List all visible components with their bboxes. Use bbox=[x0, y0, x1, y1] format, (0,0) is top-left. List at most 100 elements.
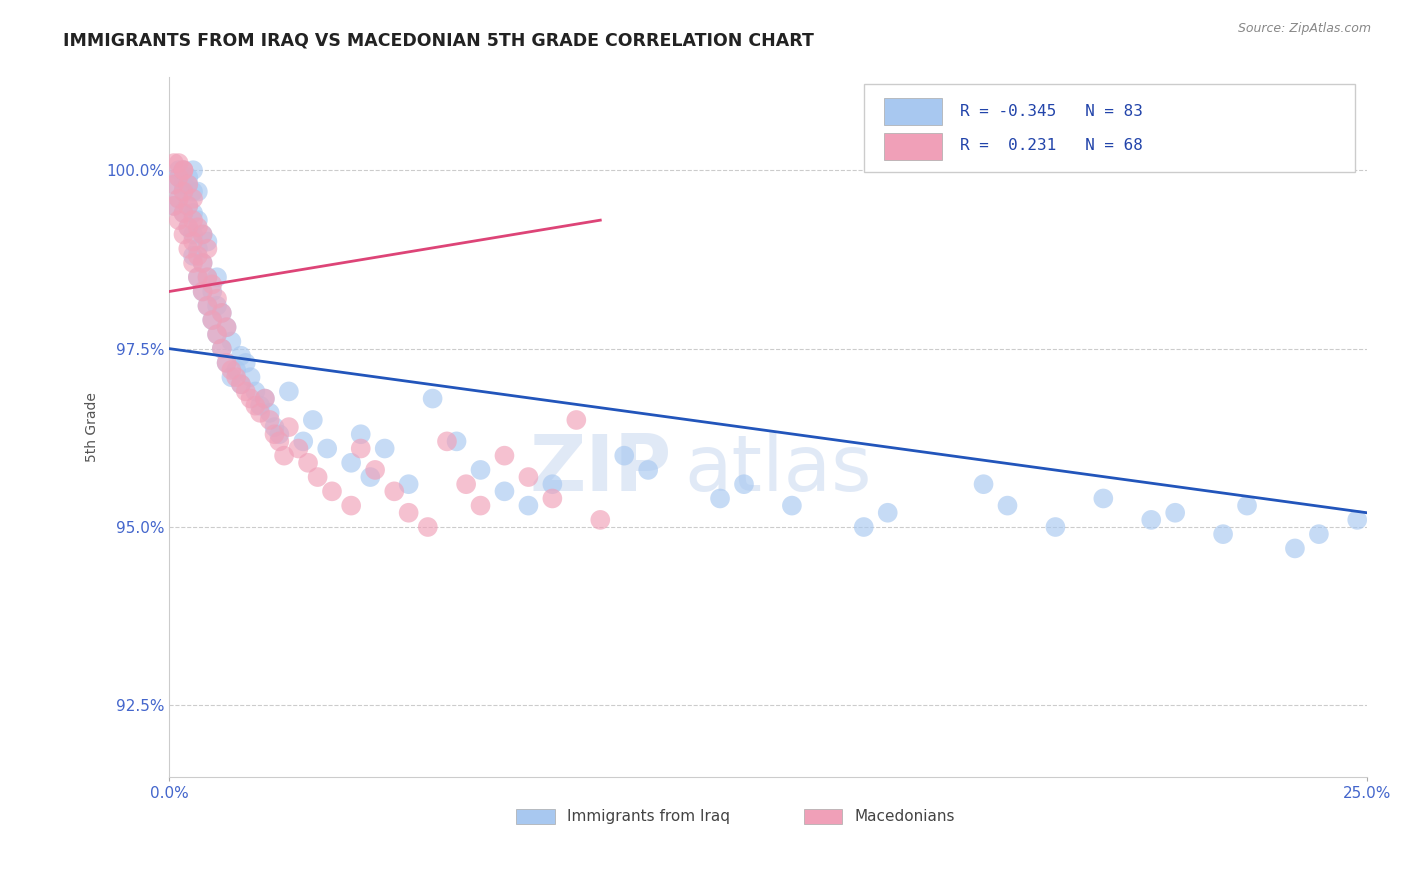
Point bbox=[181, 235, 204, 249]
Point bbox=[398, 477, 420, 491]
Point bbox=[215, 356, 238, 370]
Point bbox=[221, 370, 243, 384]
Point bbox=[1284, 541, 1306, 556]
Point bbox=[191, 227, 214, 242]
Point bbox=[197, 242, 219, 256]
Point bbox=[307, 470, 329, 484]
Point bbox=[517, 499, 540, 513]
Point bbox=[1140, 513, 1163, 527]
Point bbox=[541, 491, 564, 506]
Point bbox=[163, 178, 186, 192]
Point bbox=[263, 427, 285, 442]
Point bbox=[340, 499, 363, 513]
Point bbox=[201, 313, 224, 327]
Point bbox=[205, 327, 228, 342]
Point bbox=[167, 192, 190, 206]
Point bbox=[211, 306, 233, 320]
Point bbox=[177, 199, 200, 213]
Point bbox=[177, 242, 200, 256]
Point bbox=[436, 434, 458, 449]
Point bbox=[273, 449, 295, 463]
Point bbox=[187, 249, 209, 263]
Point bbox=[517, 470, 540, 484]
Point bbox=[172, 163, 194, 178]
Point bbox=[187, 220, 209, 235]
Text: R =  0.231   N = 68: R = 0.231 N = 68 bbox=[959, 138, 1143, 153]
Point bbox=[249, 399, 271, 413]
Point bbox=[229, 377, 252, 392]
Point bbox=[163, 199, 186, 213]
Point bbox=[201, 313, 224, 327]
Point bbox=[191, 256, 214, 270]
Point bbox=[205, 299, 228, 313]
Point bbox=[340, 456, 363, 470]
Point bbox=[1045, 520, 1067, 534]
Point bbox=[277, 420, 299, 434]
Point bbox=[245, 384, 267, 399]
Point bbox=[177, 220, 200, 235]
Text: Macedonians: Macedonians bbox=[855, 809, 955, 824]
FancyBboxPatch shape bbox=[863, 85, 1355, 172]
Point bbox=[172, 206, 194, 220]
Point bbox=[613, 449, 636, 463]
Point bbox=[181, 163, 204, 178]
Point bbox=[167, 213, 190, 227]
Point bbox=[167, 192, 190, 206]
Point bbox=[181, 206, 204, 220]
Point bbox=[187, 213, 209, 227]
Point bbox=[197, 299, 219, 313]
Point bbox=[197, 235, 219, 249]
Point bbox=[321, 484, 343, 499]
Point bbox=[541, 477, 564, 491]
Point bbox=[997, 499, 1019, 513]
Point bbox=[225, 370, 247, 384]
Point bbox=[215, 320, 238, 334]
Point bbox=[221, 334, 243, 349]
Point bbox=[201, 285, 224, 299]
Point bbox=[1212, 527, 1234, 541]
Text: Immigrants from Iraq: Immigrants from Iraq bbox=[567, 809, 730, 824]
Point bbox=[1346, 513, 1368, 527]
Point bbox=[167, 163, 190, 178]
Point bbox=[167, 156, 190, 170]
Text: IMMIGRANTS FROM IRAQ VS MACEDONIAN 5TH GRADE CORRELATION CHART: IMMIGRANTS FROM IRAQ VS MACEDONIAN 5TH G… bbox=[63, 31, 814, 49]
Point bbox=[172, 227, 194, 242]
Point bbox=[277, 384, 299, 399]
Point bbox=[177, 170, 200, 185]
Point bbox=[364, 463, 387, 477]
Point bbox=[494, 449, 516, 463]
Point bbox=[177, 178, 200, 192]
Point bbox=[167, 170, 190, 185]
Point bbox=[292, 434, 315, 449]
Point bbox=[197, 299, 219, 313]
Point bbox=[181, 249, 204, 263]
Point bbox=[709, 491, 731, 506]
Point bbox=[215, 320, 238, 334]
Point bbox=[249, 406, 271, 420]
Point bbox=[876, 506, 898, 520]
Point bbox=[191, 256, 214, 270]
Point bbox=[205, 327, 228, 342]
Point bbox=[211, 342, 233, 356]
Point bbox=[245, 399, 267, 413]
Point bbox=[637, 463, 659, 477]
Point bbox=[177, 199, 200, 213]
Point bbox=[187, 270, 209, 285]
Point bbox=[269, 434, 291, 449]
Point bbox=[852, 520, 875, 534]
Point bbox=[172, 206, 194, 220]
Point bbox=[211, 342, 233, 356]
Point bbox=[470, 463, 492, 477]
Point bbox=[191, 285, 214, 299]
Point bbox=[167, 170, 190, 185]
Point bbox=[973, 477, 995, 491]
Point bbox=[456, 477, 478, 491]
Point bbox=[269, 427, 291, 442]
Point bbox=[1164, 506, 1187, 520]
Text: atlas: atlas bbox=[685, 431, 872, 507]
Point bbox=[259, 406, 281, 420]
Point bbox=[470, 499, 492, 513]
Point bbox=[287, 442, 309, 456]
Point bbox=[181, 213, 204, 227]
Point bbox=[316, 442, 339, 456]
